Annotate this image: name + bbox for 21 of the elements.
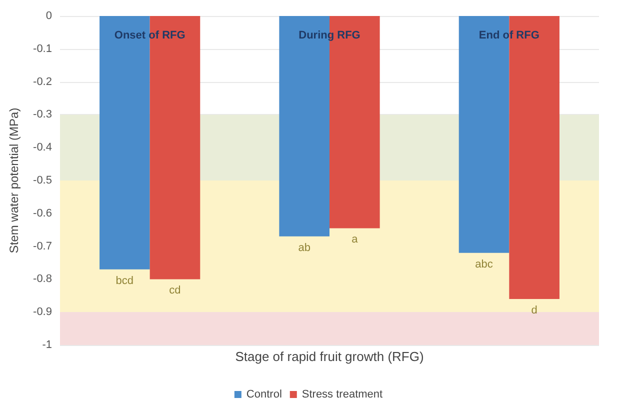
data-label: bcd	[116, 274, 134, 287]
data-label: d	[531, 304, 538, 316]
y-tick-label: -0.3	[33, 108, 52, 121]
y-axis-title: Stem water potential (MPa)	[7, 108, 21, 254]
legend-label: Stress treatment	[302, 388, 383, 400]
y-tick-label: 0	[46, 10, 52, 22]
y-tick-label: -0.5	[33, 174, 52, 186]
y-tick-label: -0.1	[33, 42, 52, 55]
y-tick-label: -0.4	[33, 142, 52, 154]
y-tick-label: -1	[42, 339, 52, 351]
data-label: abc	[475, 258, 494, 270]
y-tick-label: -0.9	[33, 306, 52, 318]
y-tick-label: -0.6	[33, 207, 52, 220]
y-tick-label: -0.8	[33, 273, 52, 286]
x-axis-title: Stage of rapid fruit growth (RFG)	[235, 349, 424, 364]
legend-label: Control	[246, 388, 282, 400]
y-tick-label: -0.2	[33, 76, 52, 88]
data-label: ab	[298, 242, 310, 254]
y-tick-label: -0.7	[33, 240, 52, 252]
data-label: cd	[169, 284, 181, 297]
data-label: a	[352, 234, 359, 246]
